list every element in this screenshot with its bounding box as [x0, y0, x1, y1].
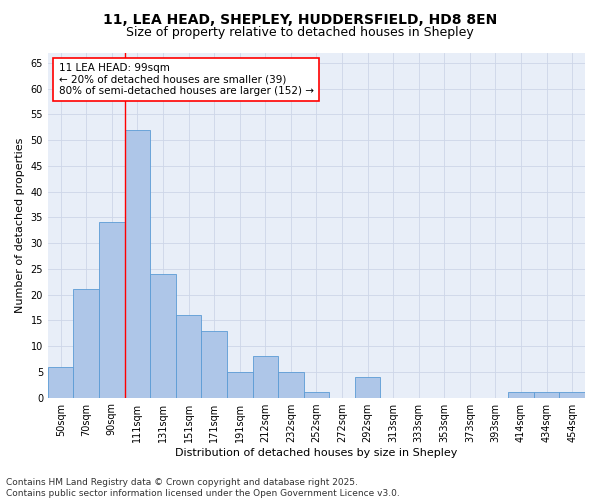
Bar — [73, 290, 99, 398]
Bar — [278, 372, 304, 398]
Bar — [355, 377, 380, 398]
Text: Size of property relative to detached houses in Shepley: Size of property relative to detached ho… — [126, 26, 474, 39]
Text: 11 LEA HEAD: 99sqm
← 20% of detached houses are smaller (39)
80% of semi-detache: 11 LEA HEAD: 99sqm ← 20% of detached hou… — [59, 63, 314, 96]
X-axis label: Distribution of detached houses by size in Shepley: Distribution of detached houses by size … — [175, 448, 458, 458]
Bar — [99, 222, 125, 398]
Bar — [253, 356, 278, 398]
Bar — [125, 130, 150, 398]
Text: 11, LEA HEAD, SHEPLEY, HUDDERSFIELD, HD8 8EN: 11, LEA HEAD, SHEPLEY, HUDDERSFIELD, HD8… — [103, 12, 497, 26]
Bar — [508, 392, 534, 398]
Y-axis label: Number of detached properties: Number of detached properties — [15, 138, 25, 312]
Bar — [48, 366, 73, 398]
Bar — [202, 330, 227, 398]
Bar — [227, 372, 253, 398]
Bar — [176, 315, 202, 398]
Bar — [150, 274, 176, 398]
Bar — [304, 392, 329, 398]
Text: Contains HM Land Registry data © Crown copyright and database right 2025.
Contai: Contains HM Land Registry data © Crown c… — [6, 478, 400, 498]
Bar — [559, 392, 585, 398]
Bar — [534, 392, 559, 398]
